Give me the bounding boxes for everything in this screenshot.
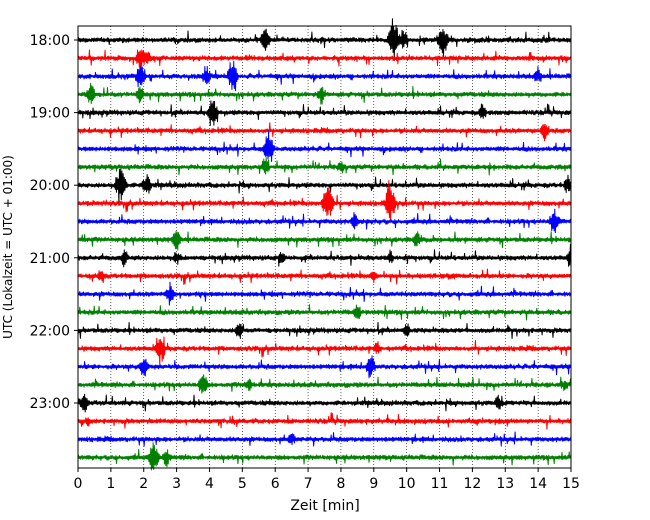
trace-row bbox=[77, 412, 572, 430]
x-tick-label: 13 bbox=[496, 476, 514, 492]
plot-background bbox=[78, 26, 571, 468]
x-tick-label: 9 bbox=[369, 476, 378, 492]
trace-row bbox=[77, 168, 572, 204]
y-tick-label: 19:00 bbox=[30, 106, 70, 122]
y-axis-ticks: 18:00 19:00 20:00 21:00 22:00 23:00 bbox=[30, 33, 78, 412]
x-axis-label: Zeit [min] bbox=[290, 498, 359, 514]
trace-row bbox=[77, 130, 572, 162]
y-tick-label: 21:00 bbox=[30, 251, 70, 267]
y-tick-label: 18:00 bbox=[30, 33, 70, 49]
x-tick-label: 7 bbox=[304, 476, 313, 492]
y-tick-label: 20:00 bbox=[30, 178, 70, 194]
trace-row bbox=[77, 157, 572, 176]
x-tick-label: 2 bbox=[139, 476, 148, 492]
trace-row bbox=[77, 374, 572, 394]
trace-row bbox=[77, 49, 572, 75]
plot-frame bbox=[77, 25, 572, 469]
x-tick-label: 4 bbox=[205, 476, 214, 492]
trace-row bbox=[77, 82, 572, 105]
x-tick-label: 14 bbox=[529, 476, 547, 492]
trace-row bbox=[77, 18, 572, 62]
trace-row bbox=[77, 442, 572, 471]
trace-row bbox=[77, 231, 572, 251]
x-tick-label: 8 bbox=[336, 476, 345, 492]
x-tick-label: 15 bbox=[562, 476, 580, 492]
trace-row bbox=[77, 355, 572, 379]
trace-row bbox=[77, 268, 572, 285]
y-tick-label: 22:00 bbox=[30, 323, 70, 339]
x-axis-ticks: 0 1 2 3 4 5 6 7 8 9 10 11 12 13 14 15 bbox=[74, 468, 580, 492]
trace-row bbox=[77, 321, 572, 339]
x-tick-label: 10 bbox=[398, 476, 416, 492]
trace-row bbox=[77, 244, 572, 268]
x-tick-label: 0 bbox=[74, 476, 83, 492]
trace-row bbox=[77, 61, 572, 92]
trace-row bbox=[77, 336, 572, 368]
trace-row bbox=[77, 100, 572, 127]
trace-row bbox=[77, 393, 572, 413]
x-tick-label: 11 bbox=[431, 476, 449, 492]
trace-row bbox=[77, 304, 572, 321]
trace-row bbox=[77, 281, 572, 306]
y-axis-label: UTC (Lokalzeit = UTC + 01:00) bbox=[1, 155, 15, 339]
x-tick-label: 1 bbox=[106, 476, 115, 492]
x-tick-label: 6 bbox=[271, 476, 280, 492]
trace-row bbox=[77, 208, 572, 234]
seismogram-traces bbox=[77, 18, 572, 471]
x-tick-label: 3 bbox=[172, 476, 181, 492]
trace-row bbox=[77, 431, 572, 447]
trace-row bbox=[77, 180, 572, 223]
trace-row bbox=[77, 122, 572, 142]
x-tick-label: 12 bbox=[463, 476, 481, 492]
y-tick-label: 23:00 bbox=[30, 396, 70, 412]
x-tick-label: 5 bbox=[238, 476, 247, 492]
